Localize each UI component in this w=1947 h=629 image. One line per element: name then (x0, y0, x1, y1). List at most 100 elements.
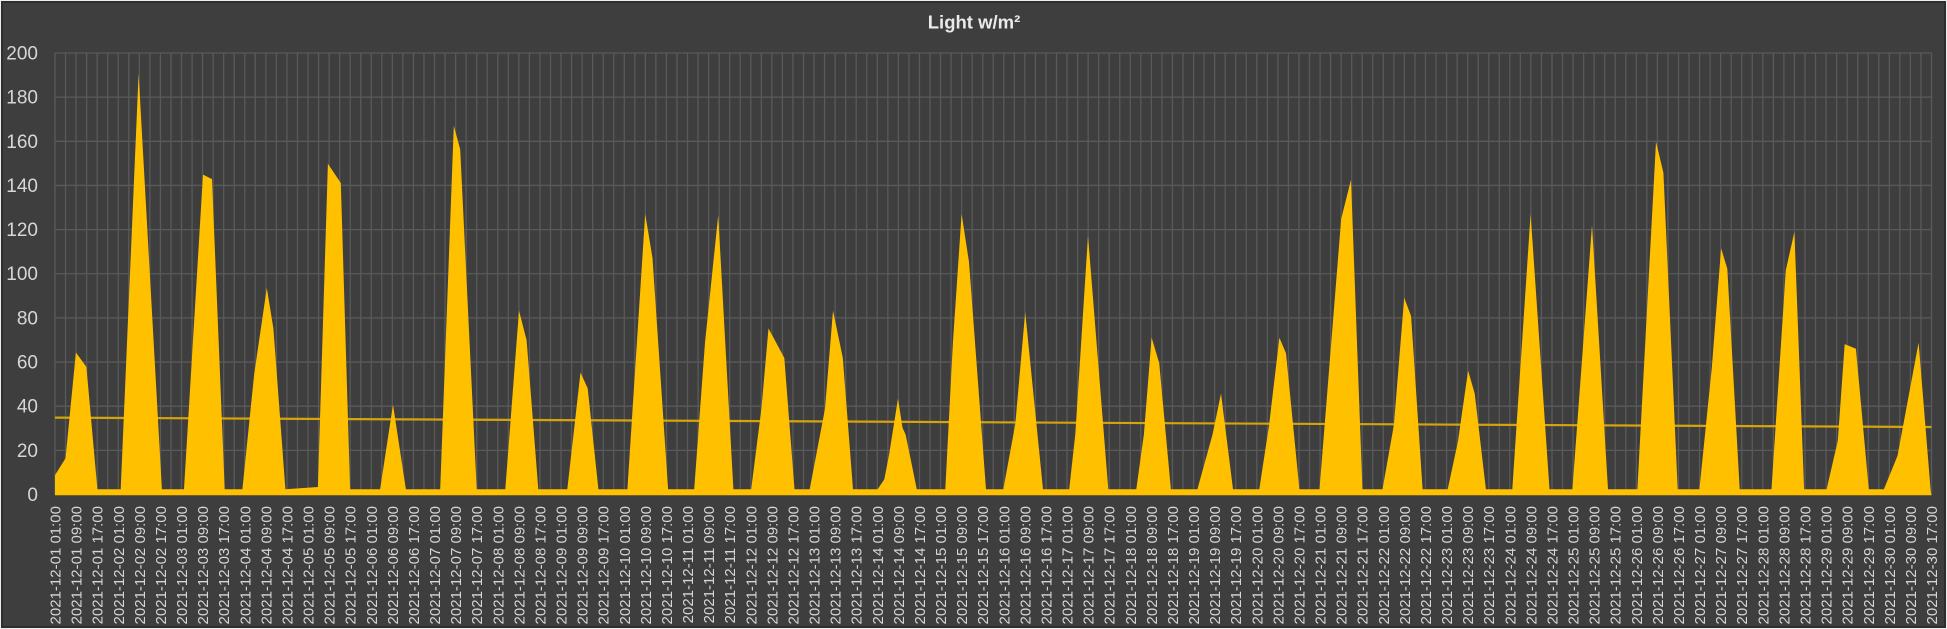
svg-text:2021-12-09 01:00: 2021-12-09 01:00 (554, 506, 571, 624)
svg-text:2021-12-20 09:00: 2021-12-20 09:00 (1270, 506, 1287, 624)
svg-text:2021-12-20 01:00: 2021-12-20 01:00 (1249, 506, 1266, 624)
svg-text:80: 80 (17, 308, 38, 329)
svg-text:2021-12-04 01:00: 2021-12-04 01:00 (237, 506, 254, 624)
svg-text:2021-12-02 17:00: 2021-12-02 17:00 (153, 506, 170, 624)
svg-text:2021-12-01 01:00: 2021-12-01 01:00 (48, 506, 65, 624)
svg-text:2021-12-13 01:00: 2021-12-13 01:00 (807, 506, 824, 624)
svg-text:2021-12-12 01:00: 2021-12-12 01:00 (743, 506, 760, 624)
svg-text:2021-12-27 01:00: 2021-12-27 01:00 (1692, 506, 1709, 624)
svg-text:2021-12-17 01:00: 2021-12-17 01:00 (1060, 506, 1077, 624)
svg-text:2021-12-18 09:00: 2021-12-18 09:00 (1144, 506, 1161, 624)
svg-text:2021-12-06 09:00: 2021-12-06 09:00 (385, 506, 402, 624)
svg-text:2021-12-18 01:00: 2021-12-18 01:00 (1123, 506, 1140, 624)
svg-text:180: 180 (6, 88, 38, 109)
svg-text:2021-12-22 17:00: 2021-12-22 17:00 (1418, 506, 1435, 624)
svg-text:2021-12-19 01:00: 2021-12-19 01:00 (1186, 506, 1203, 624)
svg-text:2021-12-07 17:00: 2021-12-07 17:00 (469, 506, 486, 624)
svg-text:2021-12-12 09:00: 2021-12-12 09:00 (764, 506, 781, 624)
svg-text:2021-12-25 09:00: 2021-12-25 09:00 (1587, 506, 1604, 624)
svg-text:60: 60 (17, 353, 38, 374)
svg-text:2021-12-15 17:00: 2021-12-15 17:00 (975, 506, 992, 624)
svg-text:2021-12-10 17:00: 2021-12-10 17:00 (659, 506, 676, 624)
svg-text:2021-12-30 01:00: 2021-12-30 01:00 (1882, 506, 1899, 624)
svg-text:2021-12-24 09:00: 2021-12-24 09:00 (1523, 506, 1540, 624)
svg-text:2021-12-22 01:00: 2021-12-22 01:00 (1376, 506, 1393, 624)
svg-text:2021-12-23 09:00: 2021-12-23 09:00 (1460, 506, 1477, 624)
svg-text:2021-12-21 01:00: 2021-12-21 01:00 (1313, 506, 1330, 624)
svg-text:40: 40 (17, 397, 38, 418)
svg-text:2021-12-03 17:00: 2021-12-03 17:00 (216, 506, 233, 624)
svg-text:2021-12-08 09:00: 2021-12-08 09:00 (511, 506, 528, 624)
svg-text:2021-12-28 17:00: 2021-12-28 17:00 (1797, 506, 1814, 624)
svg-text:2021-12-24 17:00: 2021-12-24 17:00 (1544, 506, 1561, 624)
svg-text:2021-12-29 01:00: 2021-12-29 01:00 (1819, 506, 1836, 624)
svg-text:2021-12-01 17:00: 2021-12-01 17:00 (90, 506, 107, 624)
svg-text:2021-12-27 09:00: 2021-12-27 09:00 (1713, 506, 1730, 624)
svg-text:2021-12-21 09:00: 2021-12-21 09:00 (1334, 506, 1351, 624)
svg-text:2021-12-13 09:00: 2021-12-13 09:00 (828, 506, 845, 624)
svg-text:2021-12-26 09:00: 2021-12-26 09:00 (1650, 506, 1667, 624)
svg-text:2021-12-14 09:00: 2021-12-14 09:00 (891, 506, 908, 624)
svg-text:2021-12-05 09:00: 2021-12-05 09:00 (322, 506, 339, 624)
svg-text:120: 120 (6, 220, 38, 241)
svg-text:2021-12-15 01:00: 2021-12-15 01:00 (933, 506, 950, 624)
svg-text:2021-12-14 01:00: 2021-12-14 01:00 (870, 506, 887, 624)
svg-text:2021-12-16 09:00: 2021-12-16 09:00 (1017, 506, 1034, 624)
svg-text:2021-12-23 01:00: 2021-12-23 01:00 (1439, 506, 1456, 624)
svg-text:2021-12-28 01:00: 2021-12-28 01:00 (1755, 506, 1772, 624)
svg-text:2021-12-08 17:00: 2021-12-08 17:00 (532, 506, 549, 624)
svg-text:140: 140 (6, 176, 38, 197)
svg-text:2021-12-06 01:00: 2021-12-06 01:00 (364, 506, 381, 624)
svg-text:2021-12-06 17:00: 2021-12-06 17:00 (406, 506, 423, 624)
svg-text:2021-12-29 17:00: 2021-12-29 17:00 (1861, 506, 1878, 624)
svg-text:2021-12-18 17:00: 2021-12-18 17:00 (1165, 506, 1182, 624)
svg-text:2021-12-11 01:00: 2021-12-11 01:00 (680, 506, 697, 623)
svg-text:2021-12-05 17:00: 2021-12-05 17:00 (343, 506, 360, 624)
svg-text:2021-12-07 01:00: 2021-12-07 01:00 (427, 506, 444, 624)
svg-text:2021-12-03 01:00: 2021-12-03 01:00 (174, 506, 191, 624)
svg-text:2021-12-23 17:00: 2021-12-23 17:00 (1481, 506, 1498, 624)
svg-text:200: 200 (6, 44, 38, 65)
svg-text:2021-12-11 09:00: 2021-12-11 09:00 (701, 506, 718, 623)
svg-text:2021-12-04 09:00: 2021-12-04 09:00 (258, 506, 275, 624)
svg-text:2021-12-02 09:00: 2021-12-02 09:00 (132, 506, 149, 624)
svg-text:Light w/m²: Light w/m² (928, 12, 1020, 33)
svg-text:2021-12-09 09:00: 2021-12-09 09:00 (575, 506, 592, 624)
svg-text:2021-12-01 09:00: 2021-12-01 09:00 (69, 506, 86, 624)
svg-text:2021-12-10 09:00: 2021-12-10 09:00 (638, 506, 655, 624)
svg-text:2021-12-09 17:00: 2021-12-09 17:00 (596, 506, 613, 624)
svg-text:2021-12-27 17:00: 2021-12-27 17:00 (1734, 506, 1751, 624)
svg-text:2021-12-24 01:00: 2021-12-24 01:00 (1502, 506, 1519, 624)
svg-text:2021-12-26 17:00: 2021-12-26 17:00 (1671, 506, 1688, 624)
svg-text:2021-12-17 17:00: 2021-12-17 17:00 (1102, 506, 1119, 624)
svg-text:2021-12-25 01:00: 2021-12-25 01:00 (1566, 506, 1583, 624)
svg-text:2021-12-26 01:00: 2021-12-26 01:00 (1629, 506, 1646, 624)
svg-text:20: 20 (17, 441, 38, 462)
svg-text:2021-12-28 09:00: 2021-12-28 09:00 (1776, 506, 1793, 624)
svg-text:2021-12-03 09:00: 2021-12-03 09:00 (195, 506, 212, 624)
svg-text:2021-12-02 01:00: 2021-12-02 01:00 (111, 506, 128, 624)
svg-text:2021-12-21 17:00: 2021-12-21 17:00 (1355, 506, 1372, 624)
svg-text:2021-12-19 09:00: 2021-12-19 09:00 (1207, 506, 1224, 624)
svg-text:2021-12-22 09:00: 2021-12-22 09:00 (1397, 506, 1414, 624)
svg-text:2021-12-25 17:00: 2021-12-25 17:00 (1608, 506, 1625, 624)
svg-text:2021-12-16 01:00: 2021-12-16 01:00 (996, 506, 1013, 624)
svg-text:2021-12-11 17:00: 2021-12-11 17:00 (722, 506, 739, 623)
svg-text:2021-12-10 01:00: 2021-12-10 01:00 (617, 506, 634, 624)
svg-text:160: 160 (6, 132, 38, 153)
svg-text:2021-12-13 17:00: 2021-12-13 17:00 (849, 506, 866, 624)
svg-text:2021-12-07 09:00: 2021-12-07 09:00 (448, 506, 465, 624)
svg-text:2021-12-20 17:00: 2021-12-20 17:00 (1291, 506, 1308, 624)
svg-text:0: 0 (27, 485, 38, 506)
svg-text:2021-12-15 09:00: 2021-12-15 09:00 (954, 506, 971, 624)
svg-text:2021-12-30 17:00: 2021-12-30 17:00 (1924, 506, 1941, 624)
svg-text:2021-12-30 09:00: 2021-12-30 09:00 (1903, 506, 1920, 624)
svg-text:2021-12-29 09:00: 2021-12-29 09:00 (1840, 506, 1857, 624)
svg-text:2021-12-12 17:00: 2021-12-12 17:00 (785, 506, 802, 624)
svg-text:2021-12-04 17:00: 2021-12-04 17:00 (279, 506, 296, 624)
svg-text:2021-12-16 17:00: 2021-12-16 17:00 (1038, 506, 1055, 624)
svg-text:2021-12-19 17:00: 2021-12-19 17:00 (1228, 506, 1245, 624)
svg-text:2021-12-14 17:00: 2021-12-14 17:00 (912, 506, 929, 624)
svg-text:2021-12-05 01:00: 2021-12-05 01:00 (301, 506, 318, 624)
svg-text:2021-12-17 09:00: 2021-12-17 09:00 (1081, 506, 1098, 624)
